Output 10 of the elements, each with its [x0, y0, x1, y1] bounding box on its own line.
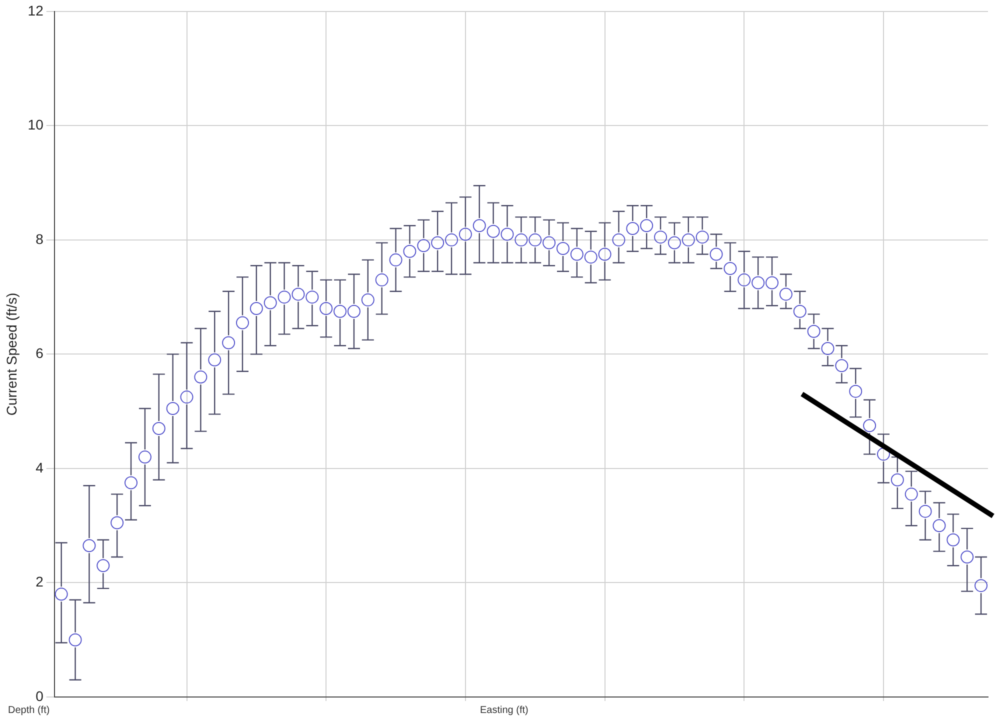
y-tick-label: 8	[36, 230, 44, 247]
text: Depth (ft)	[8, 705, 50, 716]
y-tick-label: 4	[36, 459, 44, 476]
y-tick-label: 10	[28, 116, 44, 133]
y-tick-label: 0	[36, 688, 44, 704]
y-tick-label: 2	[36, 574, 44, 590]
y-tick-label: 6	[36, 345, 44, 362]
y-tick-label: 12	[28, 2, 44, 18]
y-axis-title: Current Speed (ft/s)	[3, 292, 20, 416]
text: Easting (ft)	[480, 705, 528, 716]
